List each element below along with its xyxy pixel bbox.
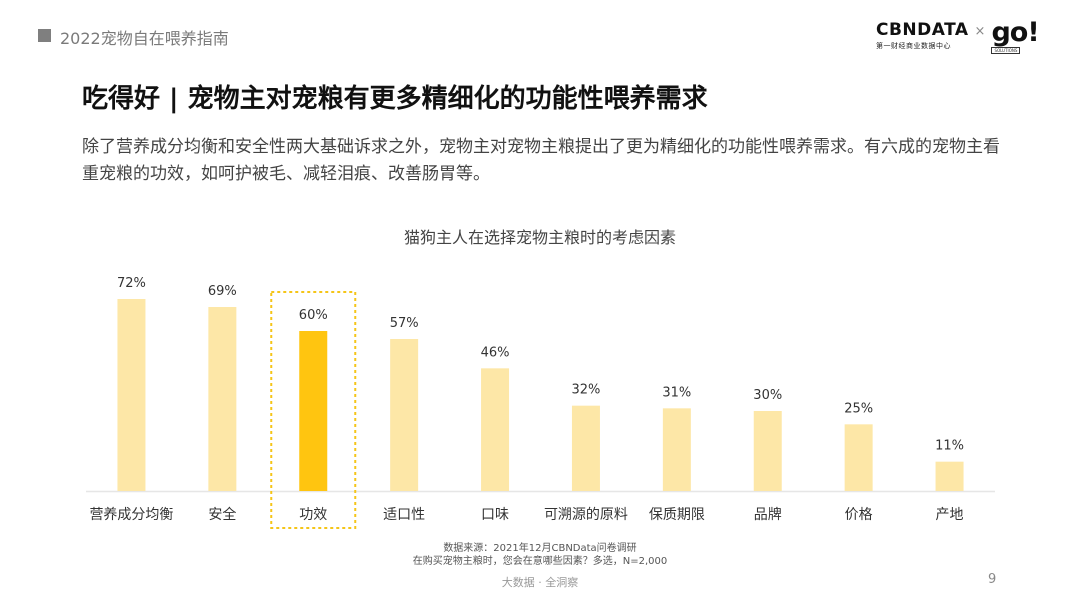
bar-4 [481, 368, 510, 491]
bar-1 [208, 307, 237, 491]
category-label-1: 安全 [208, 506, 236, 523]
report-title: 2022宠物自在喂养指南 [60, 29, 229, 48]
bar-value-label-8: 25% [844, 401, 873, 416]
bar-6 [662, 408, 691, 491]
bar-value-label-4: 46% [481, 345, 510, 360]
logo-separator: × [974, 24, 986, 39]
cbndata-logo-text: CBNDATA [876, 20, 969, 40]
category-label-3: 适口性 [383, 507, 425, 523]
header-square-icon [38, 29, 51, 42]
category-label-0: 营养成分均衡 [89, 507, 173, 523]
category-label-8: 价格 [845, 507, 873, 523]
slide-description: 除了营养成分均衡和安全性两大基础诉求之外，宠物主对宠物主粮提出了更为精细化的功能… [82, 137, 1000, 184]
bar-2 [299, 331, 328, 491]
page-number: 9 [988, 572, 997, 587]
bar-5 [571, 405, 600, 491]
bar-8 [844, 424, 873, 491]
go-solutions-logo: go! SOLUTIONS [991, 17, 1040, 54]
brand-logos: CBNDATA 第一财经商业数据中心 × go! SOLUTIONS [876, 17, 1040, 54]
category-label-6: 保质期限 [649, 507, 705, 523]
bar-value-label-5: 32% [571, 383, 600, 398]
bar-3 [390, 339, 419, 491]
category-label-9: 产地 [936, 507, 964, 523]
bar-value-label-1: 69% [208, 284, 237, 299]
bar-value-label-0: 72% [117, 276, 146, 291]
survey-question: 在购买宠物主粮时，您会在意哪些因素？多选，N=2,000 [412, 556, 668, 567]
data-source: 数据来源：2021年12月CBNData问卷调研 [443, 543, 637, 554]
bar-value-label-3: 57% [390, 316, 419, 331]
bar-value-label-2: 60% [299, 308, 328, 323]
go-logo-subtitle: SOLUTIONS [991, 47, 1021, 54]
bar-7 [753, 411, 782, 491]
highlight-frame [270, 291, 357, 529]
category-label-5: 可溯源的原料 [544, 507, 628, 523]
go-logo-text: go! [991, 17, 1039, 48]
bar-0 [117, 299, 146, 491]
footer-slogan: 大数据 · 全洞察 [501, 576, 579, 589]
category-label-2: 功效 [299, 507, 327, 523]
bar-value-label-9: 11% [935, 439, 964, 454]
chart-title: 猫狗主人在选择宠物主粮时的考虑因素 [403, 228, 676, 247]
category-label-7: 品牌 [754, 506, 782, 523]
slide-title: 吃得好 | 宠物主对宠粮有更多精细化的功能性喂养需求 [82, 84, 708, 114]
cbndata-logo-subtitle: 第一财经商业数据中心 [876, 42, 951, 50]
category-label-4: 口味 [481, 507, 509, 523]
bar-value-label-6: 31% [662, 385, 691, 400]
cbndata-logo: CBNDATA 第一财经商业数据中心 [876, 20, 969, 51]
bar-value-label-7: 30% [753, 388, 782, 403]
bar-9 [935, 461, 964, 491]
